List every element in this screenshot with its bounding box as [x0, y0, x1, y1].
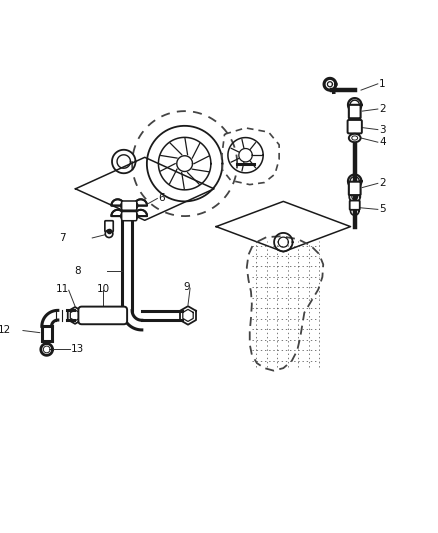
Circle shape: [105, 230, 113, 238]
Ellipse shape: [352, 136, 358, 140]
Text: 5: 5: [379, 204, 386, 214]
FancyBboxPatch shape: [122, 201, 137, 210]
Ellipse shape: [349, 134, 360, 142]
Text: 6: 6: [159, 193, 165, 204]
Text: 7: 7: [59, 233, 65, 243]
FancyBboxPatch shape: [122, 212, 137, 221]
Circle shape: [120, 202, 127, 209]
Text: 2: 2: [379, 179, 386, 188]
FancyBboxPatch shape: [349, 182, 360, 195]
Text: 4: 4: [379, 137, 386, 147]
Text: 2: 2: [379, 104, 386, 114]
FancyBboxPatch shape: [78, 306, 127, 324]
Text: 8: 8: [74, 265, 81, 276]
FancyBboxPatch shape: [349, 105, 360, 118]
FancyBboxPatch shape: [348, 120, 362, 133]
Text: 1: 1: [379, 79, 386, 89]
Circle shape: [120, 213, 127, 220]
Text: 10: 10: [97, 284, 110, 294]
Text: 3: 3: [379, 125, 386, 135]
Circle shape: [131, 213, 138, 220]
Text: 9: 9: [184, 282, 191, 292]
Text: 13: 13: [71, 344, 84, 354]
FancyBboxPatch shape: [350, 200, 360, 210]
Text: 11: 11: [56, 284, 69, 294]
Circle shape: [131, 202, 138, 209]
Text: 12: 12: [0, 325, 11, 335]
FancyBboxPatch shape: [105, 221, 113, 232]
